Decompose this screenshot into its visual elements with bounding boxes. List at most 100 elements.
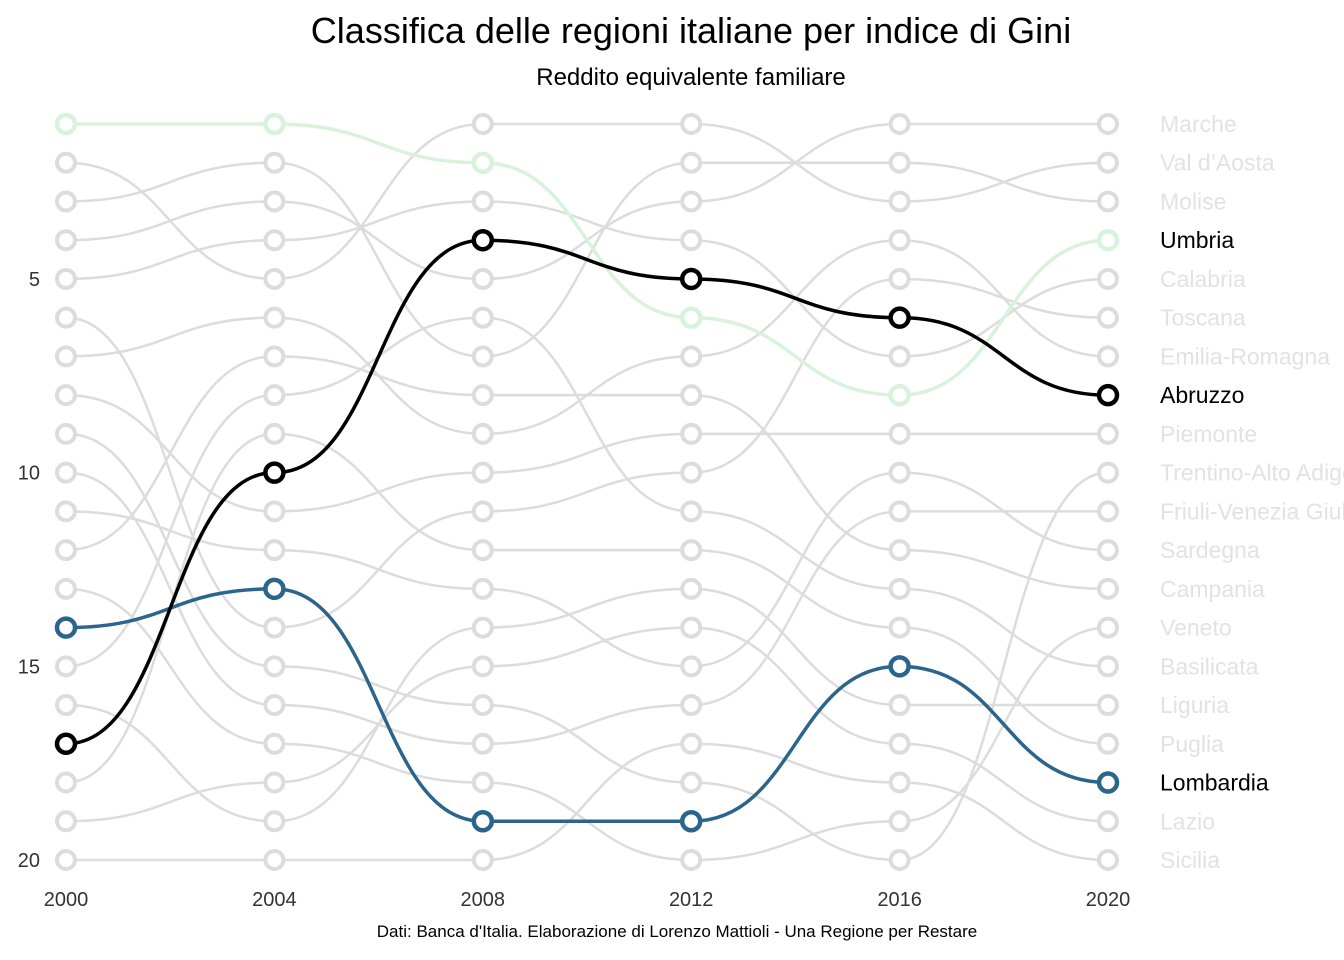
point-abruzzo-2016 xyxy=(888,306,911,329)
point-veneto-2012 xyxy=(680,849,703,871)
point-friuli-venezia-giulia-2004 xyxy=(263,694,286,717)
point-calabria-2008 xyxy=(471,190,494,213)
x-tick-label-2020: 2020 xyxy=(1086,889,1131,911)
point-abruzzo-2020 xyxy=(1096,383,1120,407)
point-toscana-2004 xyxy=(263,616,286,639)
end-label-sicilia: Sicilia xyxy=(1160,847,1220,873)
point-liguria-2004 xyxy=(263,810,286,833)
point-trentino-alto-adige-2016 xyxy=(888,849,911,871)
end-label-umbria: Umbria xyxy=(1160,227,1234,253)
y-tick-label-20: 20 xyxy=(18,850,40,872)
point-friuli-venezia-giulia-2020 xyxy=(1097,500,1119,523)
point-liguria-2020 xyxy=(1097,694,1119,717)
chart-caption: Dati: Banca d'Italia. Elaborazione di Lo… xyxy=(376,922,978,941)
x-tick-label-2008: 2008 xyxy=(461,889,506,911)
end-label-toscana: Toscana xyxy=(1160,305,1246,331)
series-line-trentino-alto-adige xyxy=(64,432,1110,862)
point-molise-2008 xyxy=(471,345,494,368)
point-marche-2004 xyxy=(263,190,286,213)
point-liguria-2016 xyxy=(888,694,911,717)
point-emilia-romagna-2008 xyxy=(471,422,494,445)
point-sardegna-2016 xyxy=(888,461,911,484)
point-sardegna-2000 xyxy=(55,500,77,523)
end-label-trentino-alto-adige: Trentino-Alto Adige xyxy=(1160,460,1344,486)
series-line-campania xyxy=(64,355,1110,591)
point-molise-2004 xyxy=(263,151,286,174)
point-umbria-2016 xyxy=(888,383,911,407)
point-piemonte-2020 xyxy=(1097,422,1119,445)
series-line-calabria xyxy=(64,200,1110,358)
end-label-liguria: Liguria xyxy=(1160,692,1229,718)
point-basilicata-2020 xyxy=(1097,655,1119,678)
point-marche-2012 xyxy=(680,190,703,213)
point-lazio-2020 xyxy=(1097,810,1119,833)
point-molise-2016 xyxy=(888,151,911,174)
point-emilia-romagna-2020 xyxy=(1097,345,1119,368)
point-lazio-2008 xyxy=(471,655,494,678)
point-basilicata-2012 xyxy=(680,500,703,523)
point-trentino-alto-adige-2012 xyxy=(680,771,703,794)
series-line-veneto xyxy=(64,587,1110,862)
end-label-lazio: Lazio xyxy=(1160,808,1215,834)
point-lazio-2012 xyxy=(680,616,703,639)
point-marche-2016 xyxy=(888,113,911,135)
point-lombardia-2008 xyxy=(471,810,495,833)
point-veneto-2008 xyxy=(471,771,494,794)
point-veneto-2000 xyxy=(55,577,77,600)
point-liguria-2012 xyxy=(680,577,703,600)
chart-subtitle: Reddito equivalente familiare xyxy=(536,64,846,91)
point-molise-2012 xyxy=(680,151,703,174)
point-marche-2020 xyxy=(1097,113,1119,135)
point-basilicata-2016 xyxy=(888,577,911,600)
end-labels: Marche Val d’Aosta Molise Umbria Calabria Tos… xyxy=(1160,111,1344,873)
point-val-d-aosta-2020 xyxy=(1097,151,1119,174)
point-molise-2000 xyxy=(55,190,77,213)
point-abruzzo-2000 xyxy=(54,732,78,756)
chart-title: Classifica delle regioni italiane per in… xyxy=(310,10,1072,51)
point-piemonte-2008 xyxy=(471,461,494,484)
point-trentino-alto-adige-2008 xyxy=(471,694,494,717)
x-tick-label-2012: 2012 xyxy=(669,889,714,911)
point-abruzzo-2008 xyxy=(471,228,495,252)
point-emilia-romagna-2012 xyxy=(680,345,703,368)
end-label-basilicata: Basilicata xyxy=(1160,653,1259,679)
point-umbria-2000 xyxy=(54,112,78,136)
point-lombardia-2012 xyxy=(679,810,703,833)
point-val-d-aosta-2012 xyxy=(680,113,703,135)
point-piemonte-2004 xyxy=(263,500,286,523)
end-label-abruzzo: Abruzzo xyxy=(1160,382,1244,408)
point-emilia-romagna-2004 xyxy=(263,306,286,329)
point-umbria-2012 xyxy=(679,306,703,329)
point-campania-2016 xyxy=(888,539,911,562)
point-lazio-2004 xyxy=(263,771,286,794)
point-toscana-2008 xyxy=(471,500,494,523)
x-tick-label-2004: 2004 xyxy=(252,889,297,911)
end-label-piemonte: Piemonte xyxy=(1160,421,1257,447)
point-sicilia-2016 xyxy=(888,771,911,794)
point-basilicata-2004 xyxy=(263,384,286,407)
point-umbria-2008 xyxy=(471,151,495,174)
point-sardegna-2012 xyxy=(680,655,703,678)
point-sicilia-2020 xyxy=(1097,849,1119,871)
end-label-sardegna: Sardegna xyxy=(1160,537,1260,563)
point-toscana-2020 xyxy=(1097,306,1119,329)
point-trentino-alto-adige-2020 xyxy=(1097,461,1119,484)
x-axis: 2000 2004 2008 2012 2016 2020 xyxy=(44,889,1131,911)
point-marche-2000 xyxy=(55,229,77,252)
point-liguria-2000 xyxy=(55,694,77,717)
point-puglia-2016 xyxy=(888,616,911,639)
y-tick-label-10: 10 xyxy=(18,463,40,485)
point-sardegna-2004 xyxy=(263,539,286,562)
point-friuli-venezia-giulia-2012 xyxy=(680,694,703,717)
point-basilicata-2008 xyxy=(471,306,494,329)
point-lazio-2000 xyxy=(55,810,77,833)
series-line-lazio xyxy=(64,626,1110,823)
point-calabria-2012 xyxy=(680,229,703,252)
end-label-emilia-romagna: Emilia-Romagna xyxy=(1160,343,1330,369)
point-piemonte-2000 xyxy=(55,384,77,407)
point-marche-2008 xyxy=(471,267,494,290)
point-friuli-venezia-giulia-2016 xyxy=(888,500,911,523)
end-label-calabria: Calabria xyxy=(1160,266,1246,292)
point-sicilia-2004 xyxy=(263,849,286,871)
